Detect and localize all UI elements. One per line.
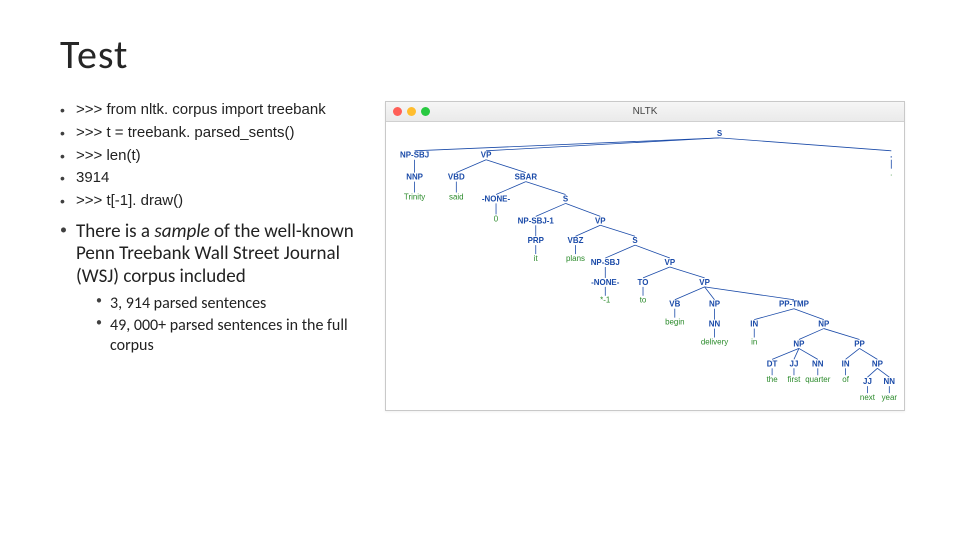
svg-text:NN: NN bbox=[812, 359, 824, 368]
svg-text:NP-SBJ: NP-SBJ bbox=[400, 151, 429, 160]
right-column: NLTK S NP-SBJ NNP Trinity VP VBD said SBAR -NONE… bbox=[385, 101, 905, 520]
code-line: >>> t = treebank. parsed_sents() bbox=[60, 124, 375, 143]
code-line: 3914 bbox=[60, 169, 375, 188]
code-line: >>> from nltk. corpus import treebank bbox=[60, 101, 375, 120]
svg-text:begin: begin bbox=[665, 318, 684, 327]
svg-text:NP-SBJ-1: NP-SBJ-1 bbox=[518, 216, 555, 225]
svg-text:first: first bbox=[788, 375, 802, 384]
svg-text:SBAR: SBAR bbox=[515, 173, 538, 182]
svg-text:VBZ: VBZ bbox=[568, 236, 584, 245]
svg-text:.: . bbox=[890, 151, 892, 160]
svg-text:PRP: PRP bbox=[528, 236, 545, 245]
svg-text:NP: NP bbox=[793, 339, 805, 348]
svg-text:NP: NP bbox=[872, 359, 884, 368]
svg-text:it: it bbox=[534, 254, 539, 263]
svg-text:*-1: *-1 bbox=[600, 296, 611, 305]
svg-text:quarter: quarter bbox=[805, 375, 831, 384]
svg-text:NNP: NNP bbox=[406, 173, 423, 182]
svg-text:S: S bbox=[717, 129, 722, 138]
svg-text:of: of bbox=[842, 375, 849, 384]
svg-text:VBD: VBD bbox=[448, 173, 465, 182]
slide-title: Test bbox=[60, 30, 900, 79]
svg-text:NP: NP bbox=[818, 320, 830, 329]
svg-text:JJ: JJ bbox=[790, 359, 799, 368]
svg-text:VB: VB bbox=[669, 300, 680, 309]
body-bullet: There is a sample of the well-known Penn… bbox=[60, 221, 375, 356]
svg-text:to: to bbox=[640, 296, 647, 305]
parse-tree: S NP-SBJ NNP Trinity VP VBD said SBAR -NONE- 0 S NP… bbox=[386, 122, 904, 410]
svg-text:the: the bbox=[767, 375, 779, 384]
svg-text:VP: VP bbox=[481, 151, 492, 160]
svg-text:0: 0 bbox=[494, 214, 499, 223]
svg-text:Trinity: Trinity bbox=[404, 192, 425, 201]
tree-area: S NP-SBJ NNP Trinity VP VBD said SBAR -NONE- 0 S NP… bbox=[386, 122, 904, 410]
code-line: >>> t[-1]. draw() bbox=[60, 192, 375, 211]
sub-bullet: 3, 914 parsed sentences bbox=[96, 294, 375, 314]
svg-text:S: S bbox=[563, 194, 568, 203]
body-text-italic: sample bbox=[154, 220, 209, 243]
svg-text:IN: IN bbox=[750, 320, 758, 329]
svg-text:VP: VP bbox=[595, 216, 606, 225]
svg-text:NN: NN bbox=[709, 320, 721, 329]
svg-text:S: S bbox=[632, 236, 637, 245]
code-line: >>> len(t) bbox=[60, 147, 375, 166]
svg-text:.: . bbox=[890, 169, 892, 178]
svg-text:TO: TO bbox=[638, 278, 649, 287]
window-title: NLTK bbox=[386, 106, 904, 117]
svg-text:VP: VP bbox=[665, 258, 676, 267]
slide: Test >>> from nltk. corpus import treeba… bbox=[0, 0, 960, 540]
svg-text:said: said bbox=[449, 192, 464, 201]
body-text-pre: There is a bbox=[76, 220, 154, 243]
window-titlebar[interactable]: NLTK bbox=[386, 102, 904, 122]
svg-text:VP: VP bbox=[699, 278, 710, 287]
sub-bullet: 49, 000+ parsed sentences in the full co… bbox=[96, 316, 375, 356]
svg-text:IN: IN bbox=[842, 359, 850, 368]
svg-text:-NONE-: -NONE- bbox=[482, 194, 511, 203]
svg-text:next: next bbox=[860, 393, 876, 402]
svg-text:in: in bbox=[751, 337, 757, 346]
bullet-list: >>> from nltk. corpus import treebank >>… bbox=[60, 101, 375, 356]
svg-text:NN: NN bbox=[884, 377, 896, 386]
svg-text:plans: plans bbox=[566, 254, 585, 263]
svg-text:year: year bbox=[882, 393, 898, 402]
svg-text:JJ: JJ bbox=[863, 377, 872, 386]
svg-text:DT: DT bbox=[767, 359, 778, 368]
sub-bullet-list: 3, 914 parsed sentences 49, 000+ parsed … bbox=[76, 294, 375, 356]
left-column: >>> from nltk. corpus import treebank >>… bbox=[60, 101, 375, 520]
svg-text:PP: PP bbox=[854, 339, 865, 348]
nltk-window: NLTK S NP-SBJ NNP Trinity VP VBD said SBAR -NONE… bbox=[385, 101, 905, 411]
content-row: >>> from nltk. corpus import treebank >>… bbox=[60, 101, 900, 520]
svg-text:-NONE-: -NONE- bbox=[591, 278, 620, 287]
svg-text:NP-SBJ: NP-SBJ bbox=[591, 258, 620, 267]
svg-text:delivery: delivery bbox=[701, 337, 728, 346]
svg-text:NP: NP bbox=[709, 300, 721, 309]
svg-text:PP-TMP: PP-TMP bbox=[779, 300, 810, 309]
